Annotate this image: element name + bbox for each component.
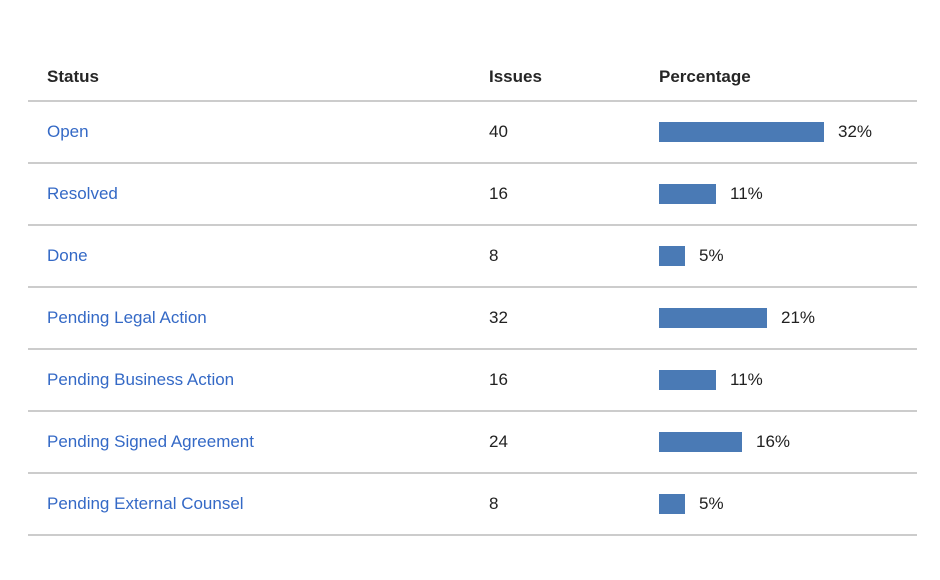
- table-row: Pending Legal Action 32 21%: [28, 287, 917, 350]
- percentage-bar-group: 11%: [659, 184, 898, 204]
- status-cell: Open: [28, 101, 470, 164]
- issues-count: 32: [470, 287, 640, 350]
- status-link[interactable]: Done: [47, 246, 88, 265]
- percentage-bar: [659, 308, 767, 328]
- percentage-label: 5%: [699, 494, 724, 513]
- table-row: Resolved 16 11%: [28, 163, 917, 226]
- percentage-bar-group: 32%: [659, 122, 898, 142]
- status-cell: Pending External Counsel: [28, 473, 470, 536]
- issues-count: 40: [470, 101, 640, 164]
- status-link[interactable]: Pending Legal Action: [47, 308, 207, 327]
- issues-count: 8: [470, 473, 640, 536]
- percentage-cell: 16%: [640, 411, 917, 474]
- issues-count: 24: [470, 411, 640, 474]
- statistics-table: Status Issues Percentage Open 40 32% Res…: [28, 54, 917, 536]
- percentage-label: 21%: [781, 308, 816, 327]
- percentage-cell: 32%: [640, 101, 917, 164]
- percentage-bar: [659, 122, 824, 142]
- table-row: Pending External Counsel 8 5%: [28, 473, 917, 536]
- status-cell: Resolved: [28, 163, 470, 226]
- percentage-label: 16%: [756, 432, 791, 451]
- percentage-label: 32%: [838, 122, 873, 141]
- column-header-issues: Issues: [470, 54, 640, 102]
- percentage-label: 11%: [730, 184, 763, 203]
- percentage-cell: 21%: [640, 287, 917, 350]
- percentage-bar-group: 11%: [659, 370, 898, 390]
- header-row: Status Issues Percentage: [28, 54, 917, 102]
- percentage-bar-group: 5%: [659, 494, 898, 514]
- table-row: Pending Signed Agreement 24 16%: [28, 411, 917, 474]
- issues-count: 8: [470, 225, 640, 288]
- status-cell: Pending Legal Action: [28, 287, 470, 350]
- status-link[interactable]: Pending External Counsel: [47, 494, 244, 513]
- table-row: Pending Business Action 16 11%: [28, 349, 917, 412]
- percentage-bar: [659, 432, 742, 452]
- percentage-bar: [659, 494, 685, 514]
- status-cell: Pending Signed Agreement: [28, 411, 470, 474]
- status-link[interactable]: Pending Signed Agreement: [47, 432, 254, 451]
- percentage-bar-group: 21%: [659, 308, 898, 328]
- percentage-cell: 11%: [640, 163, 917, 226]
- percentage-cell: 11%: [640, 349, 917, 412]
- percentage-bar-group: 16%: [659, 432, 898, 452]
- percentage-bar: [659, 184, 716, 204]
- issue-statistics-gadget: Status Issues Percentage Open 40 32% Res…: [28, 54, 917, 536]
- status-cell: Pending Business Action: [28, 349, 470, 412]
- column-header-status: Status: [28, 54, 470, 102]
- percentage-cell: 5%: [640, 225, 917, 288]
- table-row: Open 40 32%: [28, 101, 917, 164]
- issues-count: 16: [470, 349, 640, 412]
- issues-count: 16: [470, 163, 640, 226]
- percentage-bar-group: 5%: [659, 246, 898, 266]
- column-header-percentage: Percentage: [640, 54, 917, 102]
- percentage-label: 5%: [699, 246, 724, 265]
- percentage-bar: [659, 246, 685, 266]
- status-link[interactable]: Resolved: [47, 184, 118, 203]
- table-row: Done 8 5%: [28, 225, 917, 288]
- percentage-cell: 5%: [640, 473, 917, 536]
- percentage-label: 11%: [730, 370, 763, 389]
- status-link[interactable]: Open: [47, 122, 89, 141]
- percentage-bar: [659, 370, 716, 390]
- status-link[interactable]: Pending Business Action: [47, 370, 235, 389]
- status-cell: Done: [28, 225, 470, 288]
